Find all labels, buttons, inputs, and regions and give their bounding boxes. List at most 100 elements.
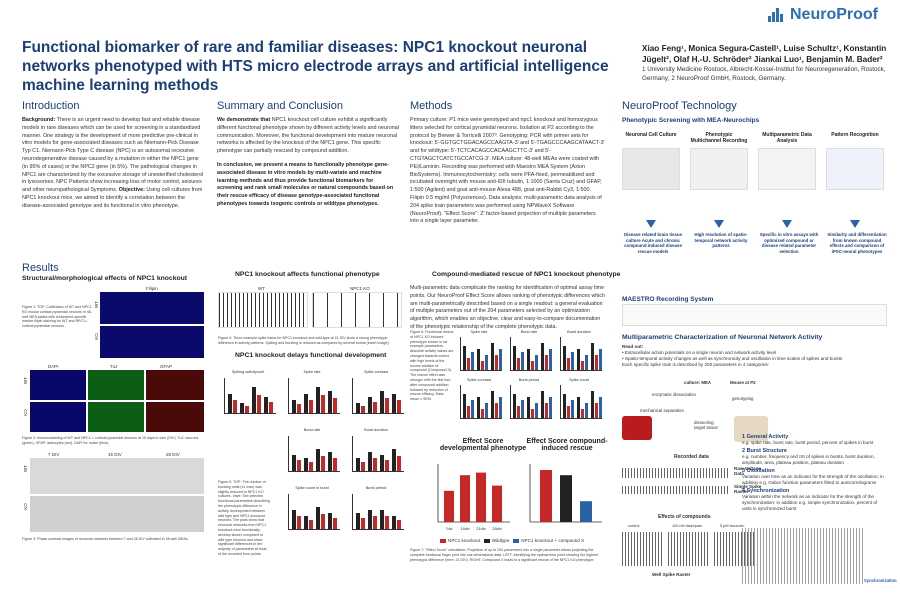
sample-ko-label: NPC1 KO — [350, 286, 370, 291]
dev-bar-wt — [292, 455, 296, 471]
category-1-desc: e.g. spike rate, burst rate, burst perio… — [742, 440, 874, 445]
rescue-bar — [499, 349, 502, 370]
rescue-panel-title: Burst duration — [567, 330, 591, 334]
summary-lead: We demonstrate that — [217, 117, 271, 123]
dev-panel-title: Spike rate — [303, 370, 321, 374]
effect-rescue-title: Effect Score compound-induced rescue — [526, 438, 608, 452]
rescue-bar — [499, 397, 502, 418]
functional-title: NPC1 knockout affects functional phenoty… — [235, 271, 380, 278]
dev-bar-ko — [385, 460, 389, 471]
dev-bar-wt — [292, 509, 296, 529]
rescue-bar — [581, 409, 584, 418]
filipin-label: Filipin — [146, 286, 158, 291]
pipeline-step-2-image — [690, 148, 748, 190]
spike-raster-trace — [622, 486, 730, 494]
dev-bar-wt — [380, 509, 384, 529]
rescue-bar — [571, 400, 574, 418]
pipeline-step-4-image — [826, 148, 884, 190]
category-2-name: 2 Burst Structure — [742, 448, 787, 454]
rescue-panel-title: Spike rate — [470, 330, 488, 334]
dev-bar-ko — [333, 457, 337, 471]
fig5-caption: Figure 5: TOP: The number of bursting un… — [218, 480, 270, 556]
tuj-ko-image — [88, 402, 144, 432]
rescue-bar — [545, 403, 548, 418]
dev-bar-wt — [356, 403, 360, 413]
dev-bar-ko — [361, 406, 365, 413]
delays-title: NPC1 knockout delays functional developm… — [235, 352, 387, 359]
dev-bar-wt — [368, 397, 372, 413]
rescue-bar — [595, 355, 598, 370]
mea-heading: Multiparametric Characterization of Neur… — [622, 334, 823, 341]
background-label: Background: — [22, 117, 56, 123]
readout-item-2: • Spatio-temporal activity changes as we… — [622, 356, 843, 361]
rescue-text: Multi-parametric data complicate the ran… — [410, 285, 606, 330]
diagram-genotyping: genotyping — [732, 396, 754, 401]
dev-bar-ko — [373, 457, 377, 471]
rescue-bar — [517, 406, 520, 418]
row-wt-2: WT — [23, 377, 28, 384]
dev-bar-ko — [373, 402, 377, 413]
dev-bar-ko — [257, 395, 261, 413]
diagram-spike: Single Spike Raster — [734, 484, 762, 494]
div-28: 28 DIV — [166, 452, 180, 457]
rescue-bar — [491, 391, 494, 418]
diagram-raster: Well Spike Raster — [652, 572, 691, 577]
rescue-bar — [595, 403, 598, 418]
diagram-sync: Synchronization — [864, 578, 897, 583]
rescue-panels: Spike rate Burst rate Burst duration Spike … — [456, 330, 606, 426]
sync-raster — [742, 528, 864, 584]
readout-item-3: Each specific spike train is described b… — [622, 362, 770, 367]
methods-heading: Methods — [410, 100, 453, 112]
rescue-panel-axis — [510, 337, 552, 371]
pipeline-step-4-label: Pattern Recognition — [831, 132, 879, 138]
rescue-bar — [467, 358, 470, 370]
rescue-score-bar — [580, 501, 592, 522]
dev-bar-ko — [333, 397, 337, 413]
raster-dose1 — [668, 532, 708, 566]
diagram-mechanical: mechanical separation — [640, 408, 684, 413]
fig1-caption: Figure 1: TOP: Calibration of WT and NPC… — [22, 305, 92, 329]
rescue-bar — [599, 349, 602, 370]
background-text: There is an urgent need to develop fast … — [22, 117, 204, 194]
raw-voltage-trace — [622, 468, 730, 478]
rescue-bar — [549, 349, 552, 370]
rescue-bar — [521, 352, 524, 370]
phase-ko-images — [30, 496, 204, 532]
dev-bar-ko — [397, 520, 401, 529]
pipeline-step-1-result: Disease related brain tissue culture Acu… — [623, 232, 683, 254]
readout-label: Read out: — [622, 344, 644, 349]
diagram-raw: Raw Voltage Data — [734, 466, 761, 476]
legend: NPC1 knockout Wildtype NPC1 knockout + c… — [440, 538, 584, 543]
dev-bar-ko — [309, 462, 313, 471]
pipeline-arrow-icon — [850, 220, 860, 228]
rescue-bar — [495, 403, 498, 418]
diagram-control: control — [628, 524, 640, 528]
rescue-bar — [571, 352, 574, 370]
readout: Read out: • Extracellular action potenti… — [622, 344, 887, 368]
pipeline-step-1-image — [622, 148, 680, 190]
dev-panel-axis — [288, 494, 340, 530]
summary-heading: Summary and Conclusion — [217, 100, 343, 112]
affiliations: 1 University Medicine Rostock, Albrecht-… — [642, 66, 886, 82]
dev-day-label: 28div — [492, 526, 502, 531]
pipeline-step-2-label: Phenotypic Multichannel Recording — [690, 132, 748, 144]
dev-bar-ko — [233, 399, 237, 413]
rescue-bar — [477, 397, 480, 418]
dev-bar-wt — [380, 390, 384, 413]
summary-p1: NPC1 knockout cell culture exhibit a sig… — [217, 117, 400, 155]
rescue-bar — [567, 406, 570, 418]
dev-day-label: 14div — [460, 526, 470, 531]
dev-bar-ko — [309, 399, 313, 413]
rescue-score-bar — [540, 470, 552, 522]
fig4-caption: Figure 4: Three example spike trains for… — [218, 336, 390, 345]
dev-score-bar — [476, 472, 486, 522]
rescue-bar — [477, 349, 480, 370]
rescue-title: Compound-mediated rescue of NPC1 knockou… — [432, 271, 621, 278]
rescue-bar — [549, 397, 552, 418]
objective-text: Using cell cultures from NPC1 knockout m… — [22, 187, 203, 209]
dev-panel-axis — [352, 494, 404, 530]
rescue-bar — [531, 361, 534, 370]
rescue-panel-axis — [510, 385, 552, 419]
dev-bar-wt — [316, 448, 320, 471]
rescue-bar — [545, 355, 548, 370]
